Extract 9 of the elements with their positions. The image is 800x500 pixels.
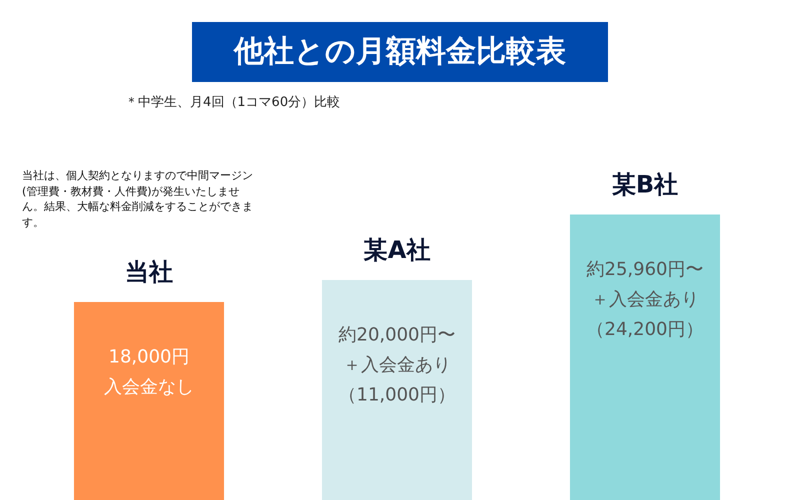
x-tick-label: 某A社 <box>364 236 430 264</box>
data-label: 約20,000円〜＋入会金あり（11,000円） <box>338 324 456 406</box>
chart-subtitle: ＊中学生、月4回（1コマ60分）比較 <box>125 94 340 111</box>
chart-title: 他社との月額料金比較表 <box>192 22 608 82</box>
x-tick-label: 当社 <box>125 258 173 286</box>
data-label: 18,000円入会金なし <box>104 346 194 398</box>
x-tick-label: 某B社 <box>612 170 678 199</box>
annotation: 当社は、個人契約となりますので中間マージン(管理費・教材費・人件費)が発生いたしません。結果、大幅な料金削減をすることができます。 <box>22 168 254 230</box>
data-label: 約25,960円〜＋入会金あり（24,200円） <box>586 259 704 340</box>
